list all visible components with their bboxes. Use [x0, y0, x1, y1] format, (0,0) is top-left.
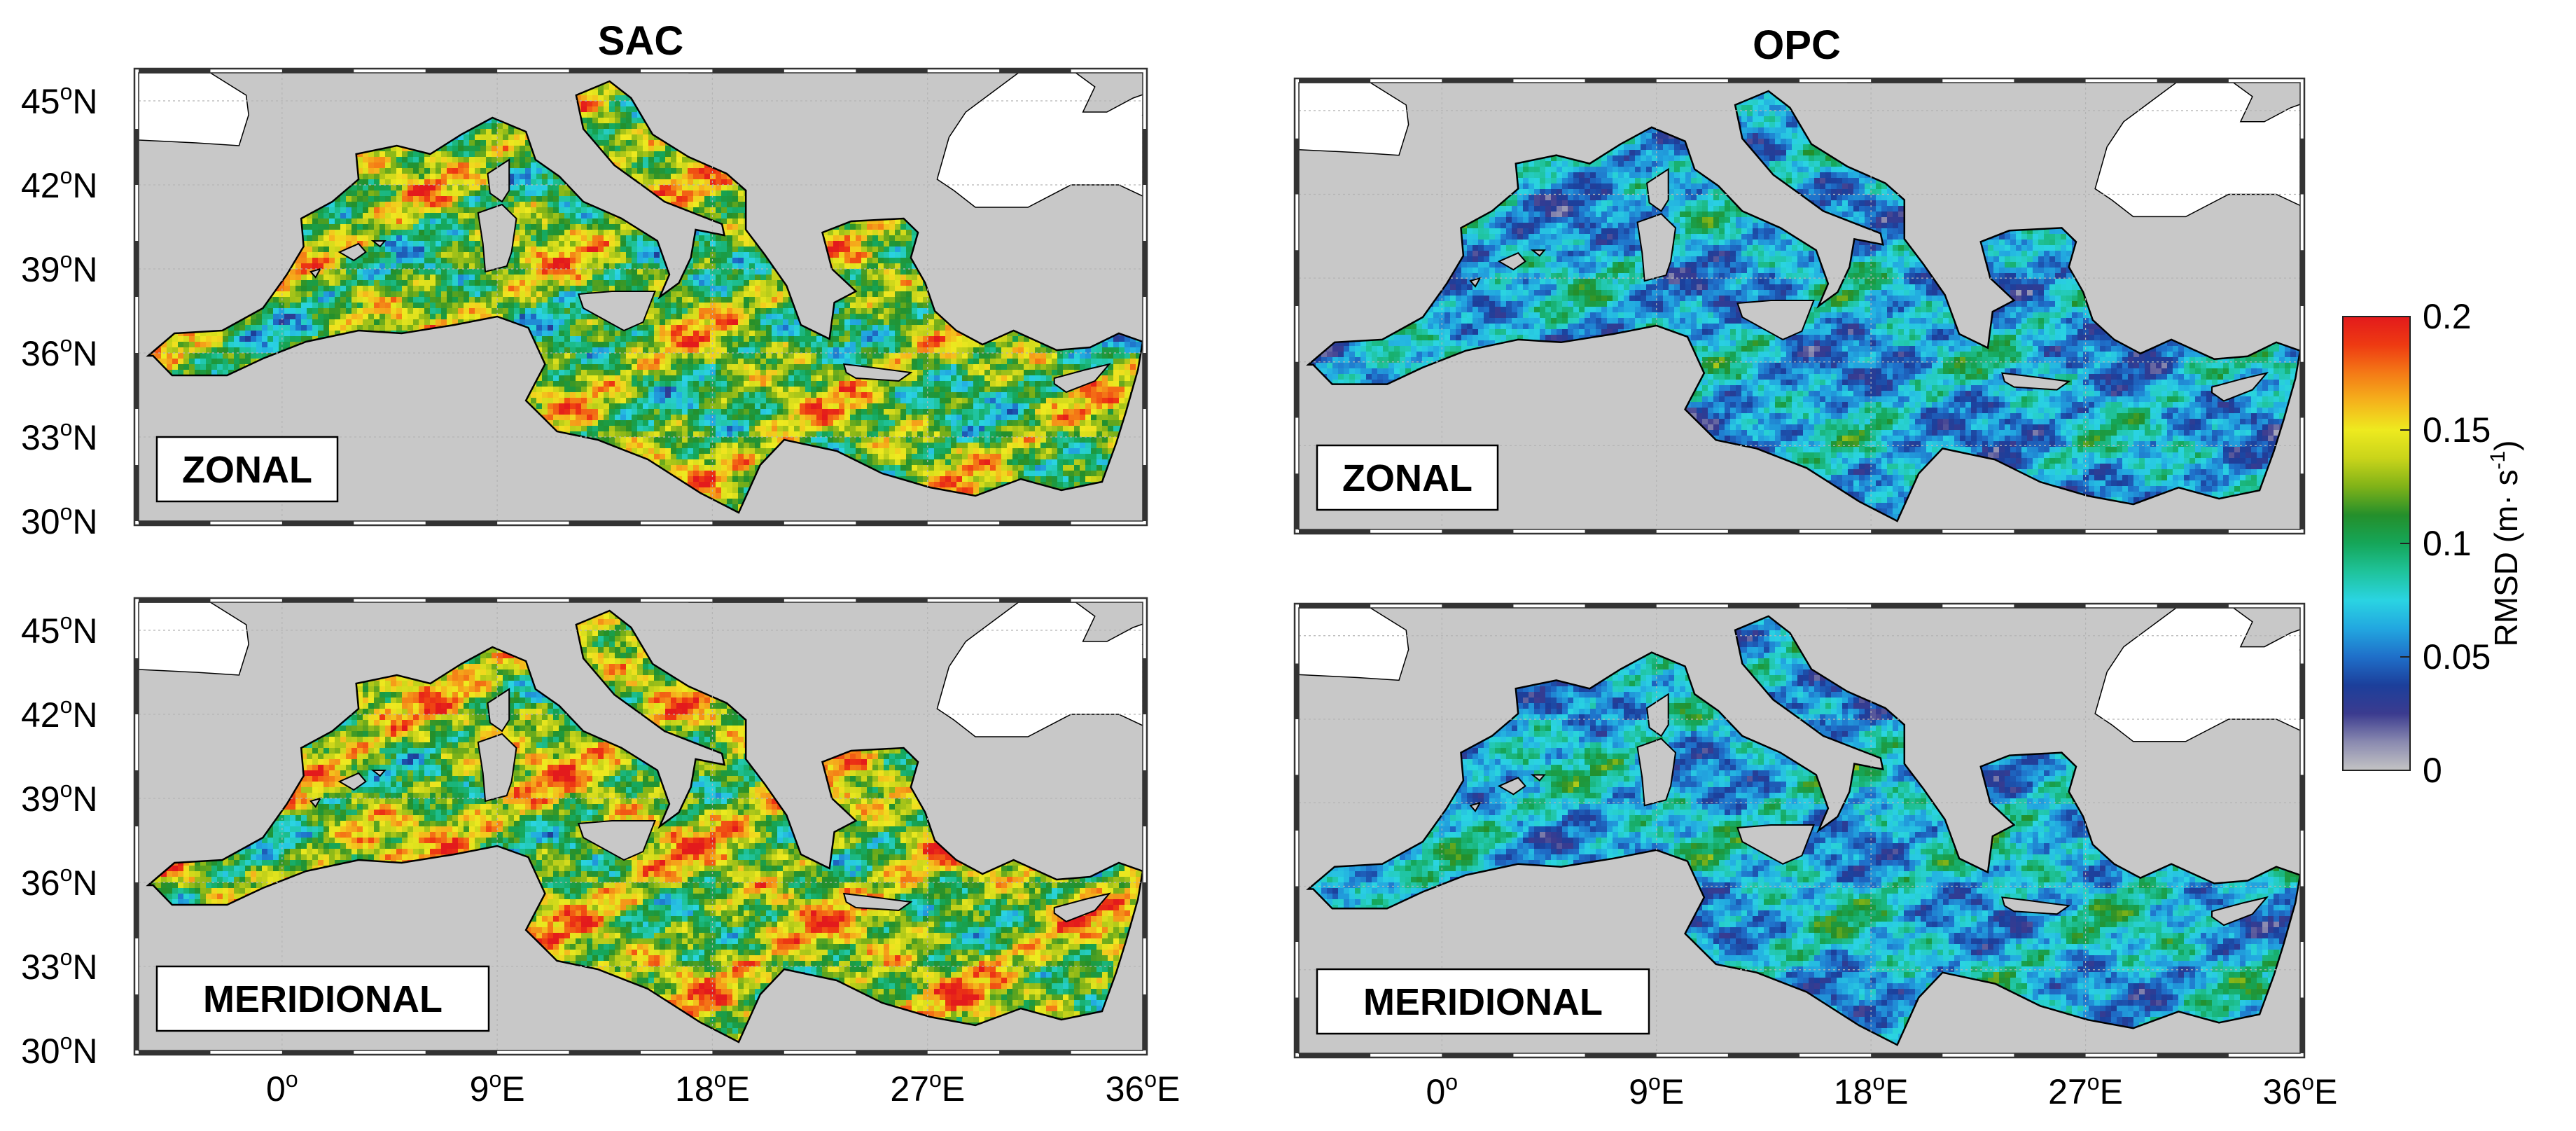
unmapped-region	[139, 73, 249, 146]
unmapped-region	[1299, 608, 1409, 681]
colorbar-tick-label: 0	[2423, 751, 2442, 790]
island	[1646, 693, 1669, 737]
coastline	[146, 80, 1143, 514]
island	[309, 797, 322, 808]
island	[1530, 249, 1546, 257]
island	[2211, 372, 2269, 402]
lat-tick-label: 33oN	[21, 945, 98, 987]
island	[370, 770, 387, 777]
lat-tick-label: 45oN	[21, 79, 98, 121]
colorbar: 0 0.05 0.1 0.15 0.2 RMSD (m· s-1)	[2342, 297, 2524, 790]
panel-label-box	[1316, 444, 1499, 511]
island	[1053, 363, 1111, 394]
map-panel-sac-meridional: MERIDIONAL 45oN 42oN 39oN 36oN 33oN 30oN 0o 9oE 1…	[21, 597, 1181, 1109]
lon-tick-label: 18oE	[1834, 1069, 1909, 1111]
lat-tick-label: 39oN	[21, 777, 98, 819]
lat-tick-label: 42oN	[21, 163, 98, 205]
coastline	[1306, 90, 2300, 522]
map-panel-sac-zonal: ZONAL 45oN 42oN 39oN 36oN 33oN 30oN	[21, 67, 1148, 541]
colorbar-label: RMSD (m· s-1)	[2486, 440, 2524, 647]
island	[1469, 277, 1482, 288]
panel-label-box	[155, 436, 339, 503]
lon-tick-label: 0o	[1426, 1069, 1458, 1111]
lat-tick-label: 36oN	[21, 861, 98, 903]
island	[842, 363, 913, 382]
colorbar-tick-label: 0.1	[2423, 524, 2472, 563]
lon-tick-label: 36oE	[2263, 1069, 2338, 1111]
colorbar-tick-label: 0.15	[2423, 410, 2491, 450]
panel-label: ZONAL	[1342, 457, 1473, 499]
island	[337, 242, 367, 262]
unmapped-region	[2094, 83, 2300, 218]
unmapped-region	[2094, 608, 2300, 742]
island	[487, 158, 510, 203]
island	[477, 733, 517, 803]
panel-label-box	[1316, 968, 1650, 1035]
column-title-opc: OPC	[1753, 22, 1841, 68]
coastline	[1306, 615, 2300, 1046]
lon-tick-label: 9oE	[1629, 1069, 1684, 1111]
unmapped-region	[1299, 83, 1409, 156]
colorbar-gradient	[2342, 316, 2411, 771]
lon-tick-label: 36oE	[1106, 1067, 1181, 1109]
island	[1053, 892, 1111, 923]
map-panel-opc-meridional: MERIDIONAL 0o 9oE 18oE 27oE 36oE	[1293, 602, 2338, 1111]
island	[577, 291, 656, 332]
island	[1530, 774, 1546, 782]
island	[370, 240, 387, 248]
panel-label-box	[155, 965, 490, 1032]
lon-tick-label: 27oE	[890, 1067, 965, 1109]
island	[2211, 896, 2269, 927]
lat-tick-label: 45oN	[21, 609, 98, 651]
lat-tick-label: 36oN	[21, 331, 98, 373]
lon-tick-label: 18oE	[675, 1067, 750, 1109]
panel-label: MERIDIONAL	[1363, 981, 1603, 1023]
island	[1646, 167, 1669, 212]
colorbar-tick-label: 0.2	[2423, 297, 2472, 336]
lon-tick-label: 27oE	[2048, 1069, 2123, 1111]
island	[1497, 777, 1526, 796]
island	[2001, 372, 2071, 391]
island	[1636, 737, 1677, 807]
island	[309, 268, 322, 279]
island	[1636, 213, 1677, 282]
island	[577, 820, 656, 861]
island	[1736, 824, 1815, 865]
lon-tick-label: 0o	[266, 1067, 298, 1109]
lat-tick-label: 39oN	[21, 247, 98, 289]
lat-tick-label: 42oN	[21, 693, 98, 735]
panel-label: MERIDIONAL	[203, 978, 443, 1020]
island	[2001, 896, 2071, 915]
panel-label: ZONAL	[182, 449, 312, 491]
colorbar-tick-label: 0.05	[2423, 637, 2491, 676]
lat-tick-label: 30oN	[21, 499, 98, 541]
island	[337, 772, 367, 791]
column-title-sac: SAC	[598, 18, 683, 64]
island	[1736, 300, 1815, 341]
map-panel-opc-zonal: ZONAL	[1293, 77, 2306, 535]
lat-tick-label: 33oN	[21, 415, 98, 457]
lon-tick-label: 9oE	[470, 1067, 525, 1109]
island	[477, 203, 517, 273]
island	[1497, 251, 1526, 271]
coastline	[146, 609, 1143, 1043]
island	[842, 892, 913, 912]
island	[1469, 801, 1482, 812]
unmapped-region	[139, 602, 249, 676]
island	[487, 688, 510, 733]
lat-tick-label: 30oN	[21, 1029, 98, 1071]
